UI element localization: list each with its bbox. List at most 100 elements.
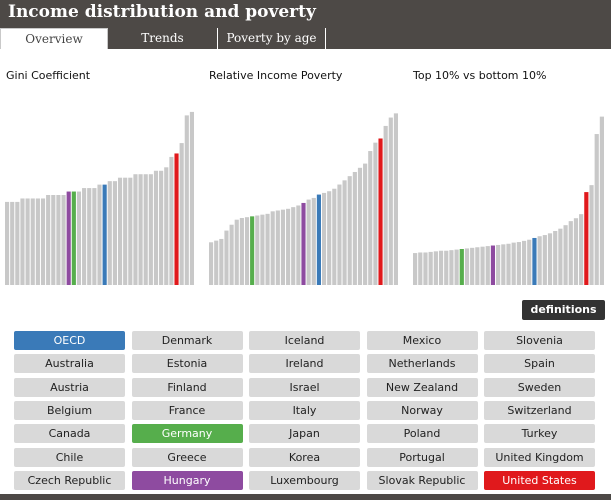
bar-oecd[interactable] [102,184,107,285]
bar[interactable] [214,240,219,285]
bar[interactable] [117,177,123,285]
bar[interactable] [209,242,214,285]
bar[interactable] [306,199,311,285]
bar[interactable] [82,188,87,285]
country-button-united-kingdom[interactable]: United Kingdom [484,447,595,467]
country-button-norway[interactable]: Norway [366,400,478,420]
bar[interactable] [311,197,316,285]
country-button-luxembourg[interactable]: Luxembourg [249,470,360,490]
bar[interactable] [357,167,363,285]
tab-trends[interactable]: Trends [108,28,218,49]
country-button-germany[interactable]: Germany [131,424,243,444]
bar[interactable] [368,151,373,285]
bar[interactable] [184,115,189,285]
bar[interactable] [5,201,10,285]
bar[interactable] [244,217,250,285]
bar[interactable] [542,235,547,285]
country-button-israel[interactable]: Israel [249,377,360,397]
bar[interactable] [568,221,573,285]
bar[interactable] [599,116,604,285]
country-button-ireland[interactable]: Ireland [249,354,360,374]
country-button-poland[interactable]: Poland [366,424,478,444]
bar[interactable] [496,244,501,285]
bar[interactable] [169,156,174,285]
bar[interactable] [337,184,342,285]
bar[interactable] [46,195,51,285]
bar[interactable] [553,231,558,285]
bar[interactable] [133,174,138,285]
bar[interactable] [87,188,92,285]
bar[interactable] [527,239,532,285]
bar[interactable] [589,185,594,285]
bar[interactable] [255,215,260,285]
bar[interactable] [123,177,128,285]
country-button-japan[interactable]: Japan [249,424,360,444]
bar[interactable] [342,180,347,285]
bar[interactable] [327,191,332,285]
bar[interactable] [444,250,449,285]
bar[interactable] [51,195,56,285]
bar[interactable] [20,198,25,285]
bar[interactable] [260,214,265,285]
bar[interactable] [547,233,553,285]
bar[interactable] [92,188,97,285]
bar[interactable] [76,191,82,285]
bar-oecd[interactable] [316,194,321,285]
bar[interactable] [321,192,327,285]
bar[interactable] [558,228,563,285]
bar[interactable] [363,163,368,285]
country-button-australia[interactable]: Australia [14,354,125,374]
bar[interactable] [516,242,521,285]
bar[interactable] [138,174,143,285]
bar[interactable] [30,198,35,285]
bar[interactable] [464,248,470,285]
bar-germany[interactable] [459,249,464,285]
bar[interactable] [573,218,579,285]
country-button-korea[interactable]: Korea [249,447,360,467]
bar[interactable] [265,213,270,285]
country-button-hungary[interactable]: Hungary [131,470,243,490]
bar[interactable] [15,201,20,285]
bar[interactable] [148,174,153,285]
bar[interactable] [352,171,357,285]
bar[interactable] [373,142,378,285]
country-button-switzerland[interactable]: Switzerland [484,400,595,420]
country-button-greece[interactable]: Greece [131,447,243,467]
country-button-czech-republic[interactable]: Czech Republic [14,470,125,490]
bar-germany[interactable] [71,191,76,285]
bar[interactable] [537,236,542,285]
country-button-oecd[interactable]: OECD [14,331,125,350]
bar[interactable] [164,167,169,285]
bar-hungary[interactable] [490,245,496,285]
bar[interactable] [291,207,296,285]
bar[interactable] [35,198,40,285]
bar[interactable] [229,224,234,285]
bar-united-states[interactable] [378,138,383,285]
country-button-slovenia[interactable]: Slovenia [484,331,595,350]
definitions-button[interactable]: definitions [522,300,605,320]
country-button-spain[interactable]: Spain [484,354,595,374]
bar[interactable] [10,201,15,285]
bar-united-states[interactable] [584,192,589,285]
bar[interactable] [332,188,337,285]
bar[interactable] [159,170,164,285]
bar[interactable] [501,244,506,285]
bar-germany[interactable] [250,216,255,285]
bar[interactable] [423,252,428,285]
bar[interactable] [143,174,148,285]
bar[interactable] [97,184,102,285]
bar[interactable] [383,125,388,285]
tab-overview[interactable]: Overview [0,28,108,49]
bar-united-states[interactable] [174,153,179,285]
bar[interactable] [418,252,423,285]
bar[interactable] [438,250,444,285]
country-button-portugal[interactable]: Portugal [366,447,478,467]
bar[interactable] [296,205,301,285]
bar[interactable] [393,113,398,285]
country-button-sweden[interactable]: Sweden [484,377,595,397]
bar[interactable] [40,198,46,285]
country-button-france[interactable]: France [131,400,243,420]
bar[interactable] [56,195,61,285]
country-button-united-states[interactable]: United States [484,470,595,490]
bar[interactable] [521,240,527,285]
